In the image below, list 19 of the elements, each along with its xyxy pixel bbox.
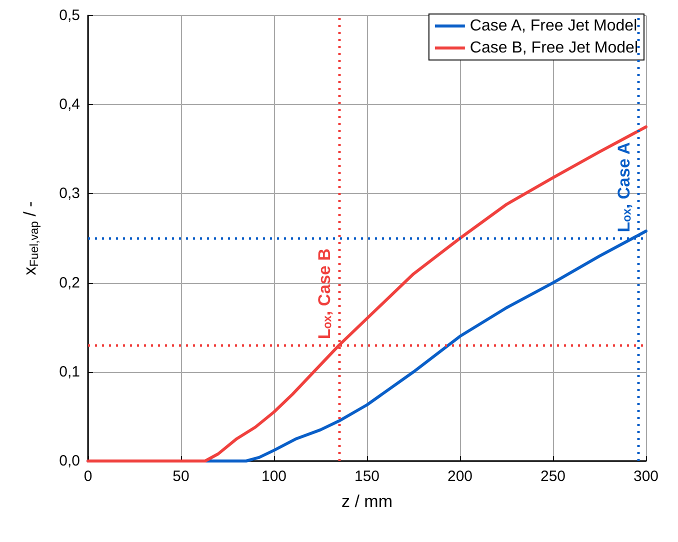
ref-line-label: Lₒₓ, Case A [614, 142, 634, 232]
x-tick-label: 100 [261, 468, 287, 485]
y-tick-label: 0,3 [59, 185, 80, 202]
y-tick-label: 0,1 [59, 363, 80, 380]
x-tick-label: 50 [172, 468, 190, 485]
y-tick-label: 0,0 [59, 452, 80, 470]
x-tick-label: 250 [540, 468, 566, 485]
y-axis-title: xFuel,vap / - [20, 201, 41, 276]
x-tick-label: 0 [84, 468, 92, 485]
y-tick-label: 0,5 [59, 7, 80, 24]
legend-label: Case A, Free Jet Model [470, 18, 638, 34]
x-tick-label: 150 [354, 468, 380, 485]
y-tick-label: 0,4 [59, 96, 80, 114]
x-tick-label: 200 [447, 468, 473, 485]
ref-line-label: Lₒₓ, Case B [315, 248, 334, 340]
legend-label: Case B, Free Jet Model [470, 40, 638, 56]
x-tick-label: 300 [633, 468, 659, 485]
x-axis-title: z / mm [342, 492, 392, 511]
y-tick-label: 0,2 [59, 274, 80, 292]
